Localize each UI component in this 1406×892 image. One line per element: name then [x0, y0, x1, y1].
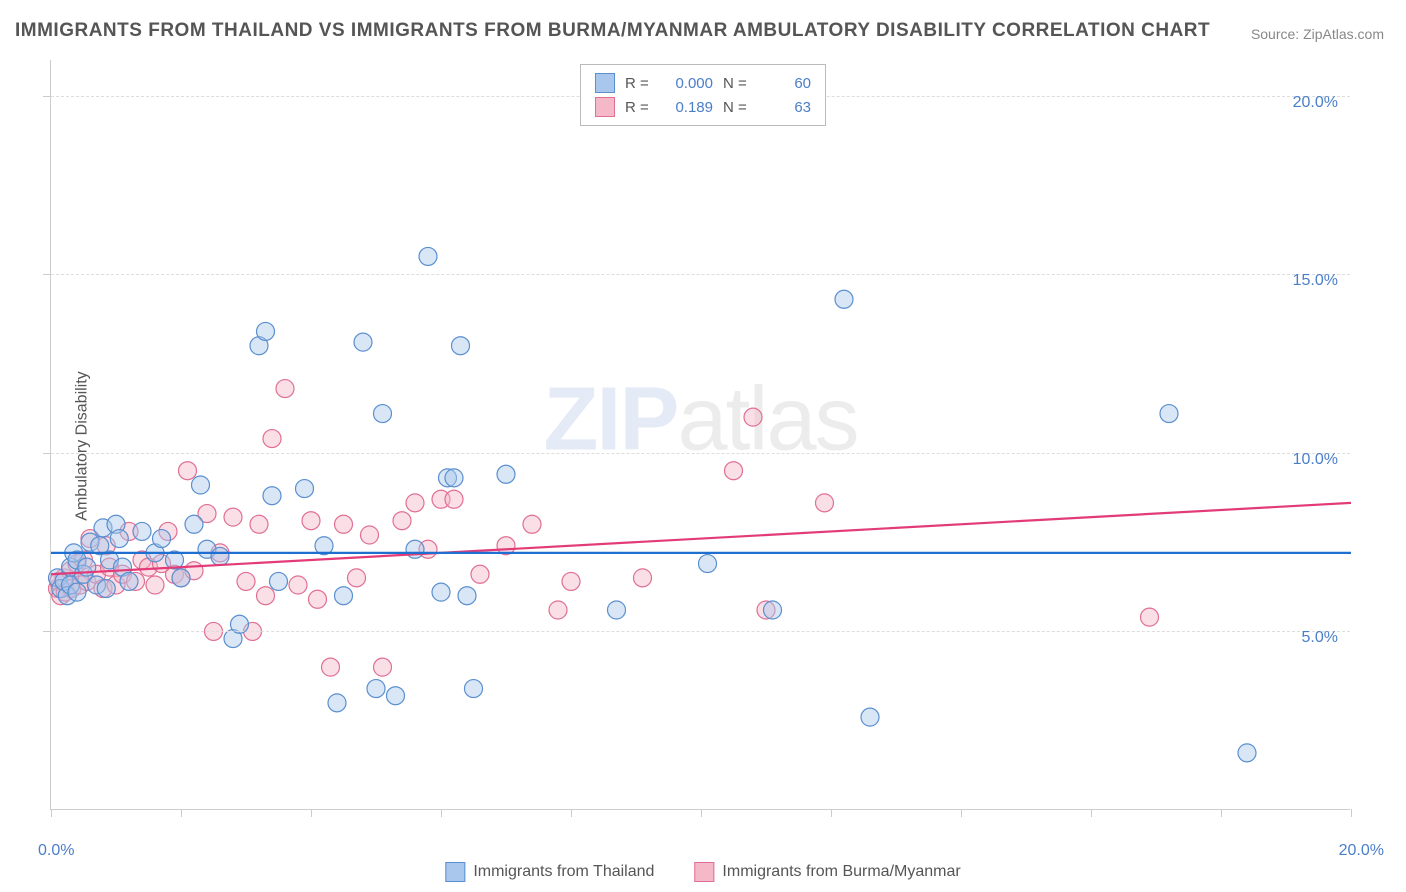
- legend-item-burma: Immigrants from Burma/Myanmar: [694, 862, 960, 882]
- data-point: [179, 462, 197, 480]
- data-point: [764, 601, 782, 619]
- data-point: [133, 522, 151, 540]
- data-point: [445, 490, 463, 508]
- r-label-0: R =: [625, 75, 653, 92]
- data-point: [97, 580, 115, 598]
- data-point: [406, 494, 424, 512]
- legend-item-thailand: Immigrants from Thailand: [445, 862, 654, 882]
- data-point: [465, 680, 483, 698]
- data-point: [309, 590, 327, 608]
- data-point: [1160, 405, 1178, 423]
- data-point: [120, 572, 138, 590]
- data-point: [744, 408, 762, 426]
- data-point: [263, 430, 281, 448]
- data-point: [172, 569, 190, 587]
- data-point: [237, 572, 255, 590]
- data-point: [835, 290, 853, 308]
- data-point: [354, 333, 372, 351]
- data-point: [302, 512, 320, 530]
- data-point: [335, 587, 353, 605]
- legend-stats-row-1: R = 0.189 N = 63: [595, 95, 811, 119]
- data-point: [419, 247, 437, 265]
- data-point: [634, 569, 652, 587]
- plot-area: ZIPatlas 5.0%10.0%15.0%20.0%: [50, 60, 1350, 810]
- data-point: [185, 515, 203, 533]
- r-value-0: 0.000: [663, 75, 713, 92]
- data-point: [211, 547, 229, 565]
- data-point: [1238, 744, 1256, 762]
- data-point: [276, 380, 294, 398]
- data-point: [192, 476, 210, 494]
- y-axis-tick-label: 10.0%: [1293, 451, 1338, 469]
- y-axis-tick-label: 20.0%: [1293, 94, 1338, 112]
- data-point: [328, 694, 346, 712]
- swatch-burma-bottom: [694, 862, 714, 882]
- data-point: [699, 555, 717, 573]
- legend-series: Immigrants from Thailand Immigrants from…: [445, 862, 960, 882]
- legend-label-thailand: Immigrants from Thailand: [473, 863, 654, 881]
- data-point: [224, 508, 242, 526]
- data-point: [374, 405, 392, 423]
- data-point: [497, 465, 515, 483]
- data-point: [263, 487, 281, 505]
- data-point: [348, 569, 366, 587]
- data-point: [471, 565, 489, 583]
- data-point: [393, 512, 411, 530]
- data-point: [335, 515, 353, 533]
- data-point: [452, 337, 470, 355]
- data-point: [270, 572, 288, 590]
- chart-title: IMMIGRANTS FROM THAILAND VS IMMIGRANTS F…: [15, 20, 1210, 42]
- data-point: [549, 601, 567, 619]
- data-point: [1141, 608, 1159, 626]
- data-point: [322, 658, 340, 676]
- data-point: [257, 322, 275, 340]
- data-point: [146, 576, 164, 594]
- source-credit: Source: ZipAtlas.com: [1251, 26, 1384, 42]
- r-label-1: R =: [625, 99, 653, 116]
- legend-label-burma: Immigrants from Burma/Myanmar: [722, 863, 960, 881]
- data-point: [289, 576, 307, 594]
- data-point: [458, 587, 476, 605]
- data-point: [445, 469, 463, 487]
- data-point: [250, 515, 268, 533]
- swatch-burma: [595, 97, 615, 117]
- data-point: [374, 658, 392, 676]
- data-point: [68, 583, 86, 601]
- legend-stats: R = 0.000 N = 60 R = 0.189 N = 63: [580, 64, 826, 126]
- data-point: [725, 462, 743, 480]
- data-point: [861, 708, 879, 726]
- data-point: [608, 601, 626, 619]
- data-point: [816, 494, 834, 512]
- x-axis-min-label: 0.0%: [38, 842, 74, 860]
- data-point: [562, 572, 580, 590]
- data-point: [361, 526, 379, 544]
- swatch-thailand-bottom: [445, 862, 465, 882]
- y-axis-tick-label: 15.0%: [1293, 272, 1338, 290]
- data-point: [153, 530, 171, 548]
- legend-stats-row-0: R = 0.000 N = 60: [595, 71, 811, 95]
- n-value-1: 63: [761, 99, 811, 116]
- y-axis-tick-label: 5.0%: [1302, 629, 1338, 647]
- n-label-1: N =: [723, 99, 751, 116]
- data-point: [523, 515, 541, 533]
- n-value-0: 60: [761, 75, 811, 92]
- data-point: [387, 687, 405, 705]
- swatch-thailand: [595, 73, 615, 93]
- x-axis-max-label: 20.0%: [1339, 842, 1384, 860]
- r-value-1: 0.189: [663, 99, 713, 116]
- data-point: [432, 583, 450, 601]
- data-point: [110, 530, 128, 548]
- data-point: [296, 480, 314, 498]
- data-point: [257, 587, 275, 605]
- chart-svg: [51, 60, 1350, 809]
- data-point: [367, 680, 385, 698]
- n-label-0: N =: [723, 75, 751, 92]
